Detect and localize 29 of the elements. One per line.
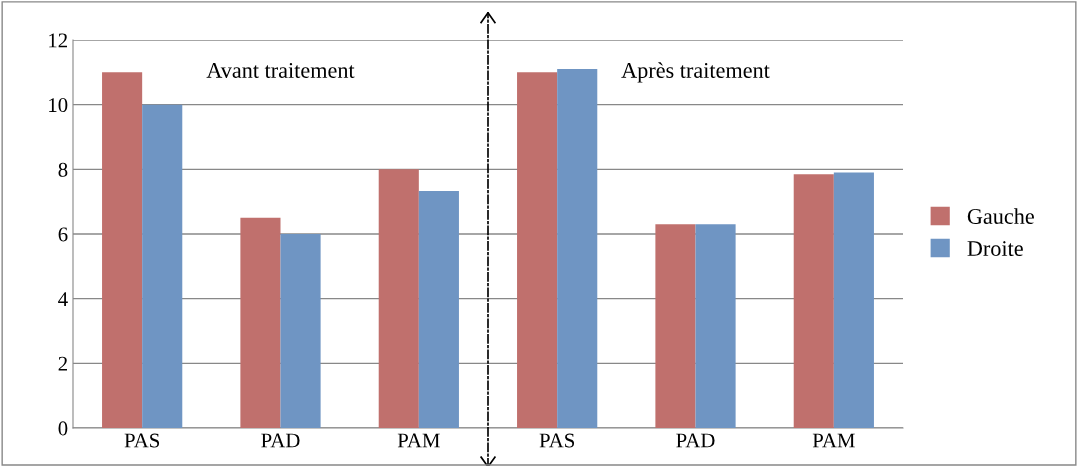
bar xyxy=(557,69,598,428)
bar xyxy=(240,217,281,428)
y-tick-label: 10 xyxy=(49,98,68,113)
bar xyxy=(833,172,874,428)
bar xyxy=(142,104,183,428)
annotation: Avant traitement xyxy=(206,62,355,78)
legend-label: Droite xyxy=(967,241,1023,256)
x-tick-label: PAD xyxy=(676,433,715,448)
legend-label: Gauche xyxy=(967,208,1034,224)
y-tick-label: 4 xyxy=(58,292,68,306)
y-tick-label: 8 xyxy=(58,162,68,177)
bar xyxy=(418,191,459,428)
x-tick-label: PAS xyxy=(539,433,575,448)
y-tick-label: 0 xyxy=(58,421,68,436)
x-tick-label: PAM xyxy=(812,433,855,448)
y-tick-label: 12 xyxy=(49,33,67,48)
bar xyxy=(695,224,736,428)
y-tick-label: 2 xyxy=(58,356,67,371)
x-tick-label: PAM xyxy=(397,433,440,448)
y-tick-label: 6 xyxy=(58,227,68,242)
bar xyxy=(280,234,321,428)
bar xyxy=(517,72,558,428)
bar xyxy=(102,72,143,428)
x-tick-label: PAS xyxy=(124,433,160,448)
bar xyxy=(793,174,834,428)
bar xyxy=(655,224,696,428)
annotation: Après traitement xyxy=(621,62,770,83)
bar xyxy=(378,169,419,428)
x-tick-label: PAD xyxy=(261,433,300,448)
